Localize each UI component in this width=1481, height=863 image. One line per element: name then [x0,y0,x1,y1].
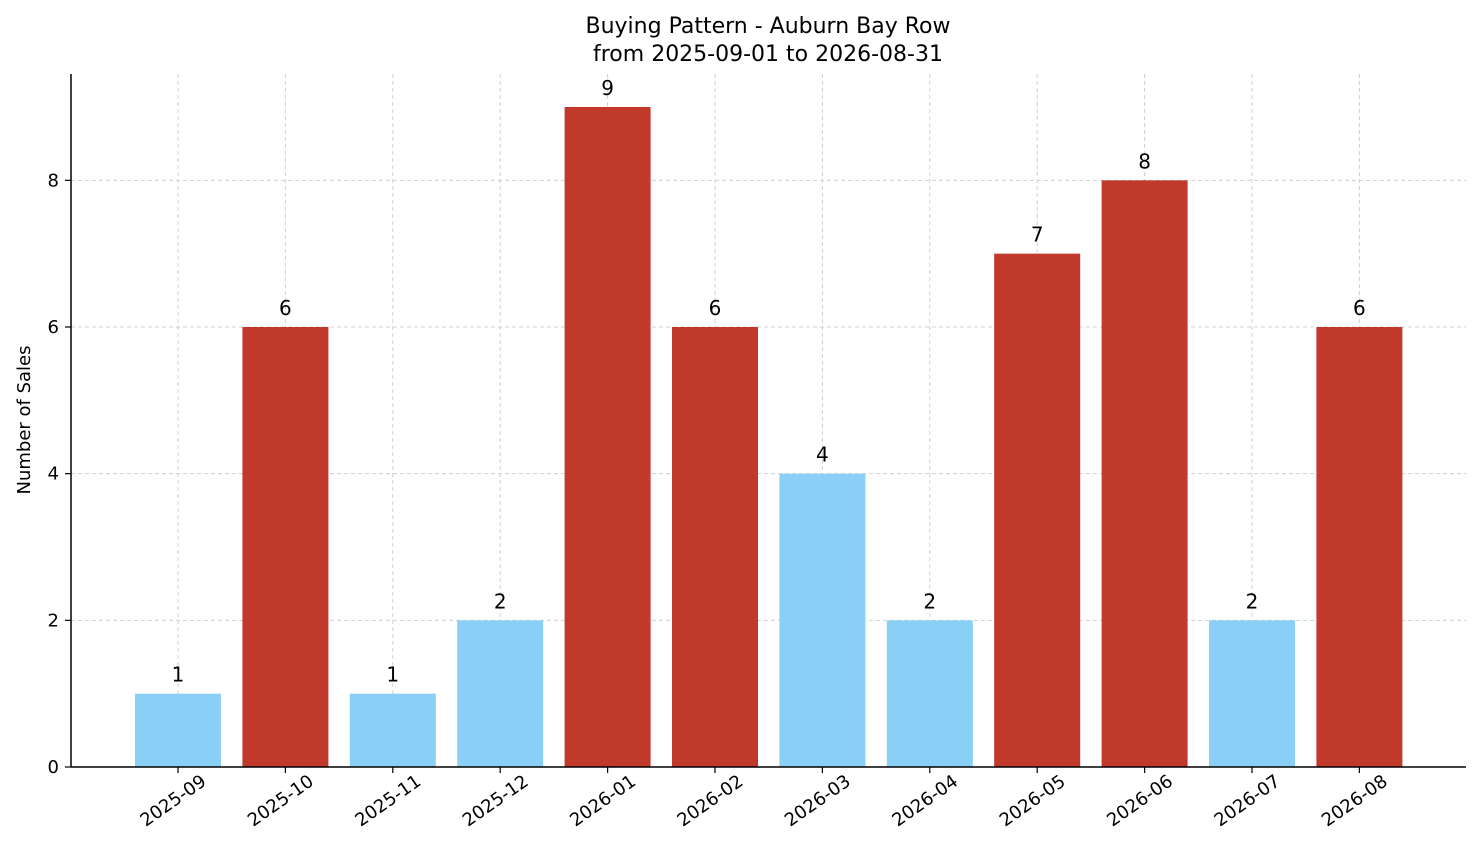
data-label: 1 [172,663,185,687]
bar [242,327,329,767]
y-tick-label: 4 [48,464,59,485]
chart-subtitle: from 2025-09-01 to 2026-08-31 [593,42,943,67]
chart-title: Buying Pattern - Auburn Bay Row [586,14,951,39]
data-label: 6 [1353,296,1366,320]
bar [564,107,651,767]
x-tick-label: 2025-12 [459,771,533,831]
bar [1101,180,1188,768]
bar [349,693,436,767]
data-label: 8 [1138,149,1151,173]
bar [457,620,544,767]
x-tick-label: 2026-04 [888,771,962,831]
data-label: 2 [1246,589,1259,613]
data-label: 4 [816,443,829,467]
data-label: 2 [494,589,507,613]
data-label: 1 [386,663,399,687]
data-label: 7 [1031,223,1044,247]
x-tick-label: 2026-08 [1318,771,1392,831]
data-label: 6 [709,296,722,320]
y-tick-label: 2 [48,610,59,631]
x-tick-label: 2026-03 [781,771,855,831]
bar [1209,620,1295,767]
bar [672,327,758,767]
x-tick-label: 2026-02 [674,771,748,831]
y-tick-label: 8 [48,170,59,191]
data-label: 6 [279,296,292,320]
x-tick-label: 2026-07 [1211,771,1285,831]
x-tick-label: 2025-10 [244,771,318,831]
bar [779,473,866,767]
data-label: 2 [923,589,936,613]
y-tick-label: 0 [48,757,59,778]
x-tick-label: 2026-01 [566,771,640,831]
x-tick-label: 2026-05 [996,771,1070,831]
data-label: 9 [601,76,614,100]
bar [135,693,221,767]
bar-layer [135,107,1403,768]
x-tick-label: 2025-11 [351,771,425,831]
y-axis-label: Number of Sales [14,345,35,494]
bar [886,620,973,767]
bar [994,253,1081,767]
bar [1316,327,1403,767]
x-tick-label: 2026-06 [1103,771,1177,831]
x-tick-label: 2025-09 [137,771,211,831]
y-tick-label: 6 [48,317,59,338]
